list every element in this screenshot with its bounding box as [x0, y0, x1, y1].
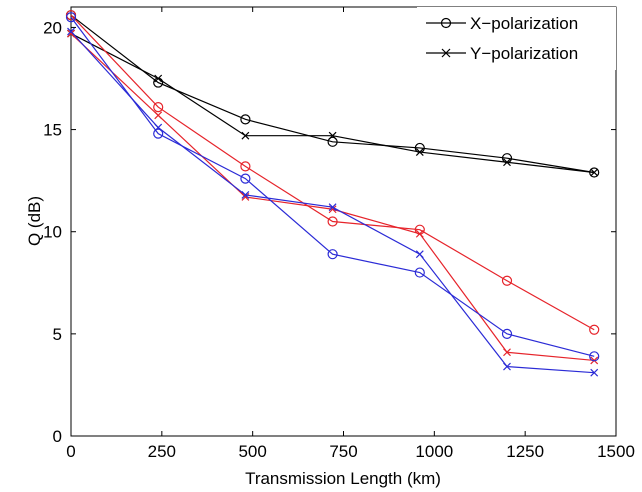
data-point — [589, 324, 600, 335]
y-tick-label: 10 — [43, 223, 62, 242]
data-point — [241, 191, 250, 199]
data-point — [327, 136, 338, 147]
x-tick-label: 1500 — [597, 442, 635, 461]
data-point — [327, 249, 338, 260]
legend-marker-x — [441, 48, 451, 58]
legend-box — [417, 7, 616, 70]
y-axis-label: Q (dB) — [25, 196, 44, 246]
plot-area — [70, 6, 617, 437]
data-point — [589, 351, 600, 362]
data-point — [241, 131, 250, 140]
y-tick-label: 15 — [43, 121, 62, 140]
data-point — [153, 101, 164, 113]
y-tick-label: 0 — [53, 427, 62, 446]
data-point — [328, 203, 337, 212]
x-tick-label: 750 — [329, 442, 357, 461]
data-point — [590, 168, 599, 177]
y-tick-label: 5 — [53, 325, 62, 344]
legend: X−polarization Y−polarization — [417, 7, 616, 70]
data-point — [328, 131, 337, 140]
series-layer — [65, 10, 600, 377]
data-point — [240, 173, 251, 184]
data-point — [67, 27, 75, 36]
data-point — [241, 193, 250, 201]
x-tick-label: 1000 — [415, 442, 453, 461]
x-tick-label: 500 — [238, 442, 266, 461]
series-4 — [65, 12, 600, 362]
legend-marker-circle — [440, 17, 452, 29]
data-point — [240, 161, 251, 172]
series-line — [70, 16, 595, 357]
data-point — [503, 158, 511, 167]
data-point — [501, 328, 513, 339]
axis-ticks: 0 250 500 750 1000 1250 1500 0 5 10 15 20 — [43, 7, 635, 461]
data-point — [414, 267, 425, 278]
x-tick-label: 0 — [66, 442, 75, 461]
x-tick-label: 1250 — [506, 442, 544, 461]
data-point — [153, 128, 164, 139]
data-point — [154, 123, 163, 132]
series-3 — [67, 29, 599, 365]
legend-label-x-polarization: X−polarization — [470, 14, 578, 33]
data-point — [503, 348, 511, 357]
data-point — [154, 74, 163, 83]
data-point — [415, 148, 424, 156]
series-2 — [65, 10, 600, 335]
series-1 — [67, 29, 599, 177]
x-axis-label: Transmission Length (km) — [245, 469, 441, 488]
data-point — [65, 12, 77, 23]
y-tick-label: 20 — [43, 18, 62, 37]
series-line — [70, 14, 595, 174]
series-line — [70, 14, 595, 331]
series-5 — [67, 27, 599, 377]
data-point — [327, 216, 338, 227]
x-tick-label: 250 — [148, 442, 176, 461]
data-point — [590, 368, 599, 377]
data-point — [240, 114, 251, 125]
data-point — [154, 111, 163, 120]
data-point — [415, 229, 424, 238]
data-point — [67, 29, 75, 38]
data-point — [415, 250, 424, 259]
legend-label-y-polarization: Y−polarization — [470, 44, 578, 63]
data-point — [503, 362, 511, 371]
data-point — [501, 275, 513, 286]
